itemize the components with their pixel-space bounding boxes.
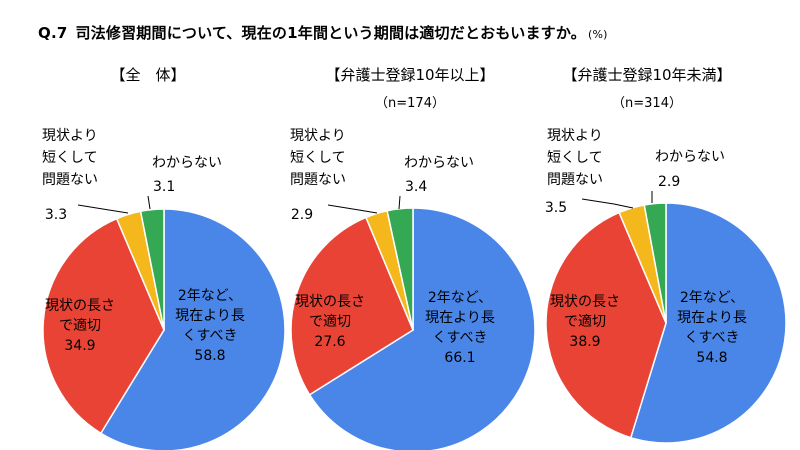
- slice-label-longer: 2年など、現在より長くすべき 58.8: [175, 288, 245, 364]
- slice-value-shorter: 3.3: [45, 207, 67, 223]
- slice-value-unknown: 2.9: [658, 174, 680, 190]
- chart-title: 【弁護士登録10年以上】: [325, 66, 494, 84]
- question-number: Q.7: [38, 24, 68, 42]
- pie-slice-1: [629, 202, 787, 444]
- slice-label-appropriate: 現状の長さで適切 34.9: [45, 298, 115, 354]
- pie-slice-2: [545, 211, 667, 439]
- unit-label: (%): [587, 28, 608, 41]
- leader-line-shorter: [327, 204, 378, 214]
- pie-slice-4: [386, 207, 414, 331]
- slice-value-shorter: 2.9: [291, 207, 313, 223]
- pie-slice-2: [42, 217, 165, 435]
- question-title: Q.7 司法修習期間について、現在の1年間という期間は適切だとおもいますか。 (%): [38, 22, 608, 43]
- pie-slice-1: [99, 208, 286, 450]
- slice-value-shorter: 3.5: [545, 200, 567, 216]
- pie-slice-4: [139, 208, 165, 331]
- leader-line-unknown: [398, 195, 401, 210]
- pie-slice-2: [290, 216, 414, 396]
- slice-label-shorter: 現状より短くして問題ない: [42, 128, 98, 188]
- slice-value-unknown: 3.4: [405, 179, 427, 195]
- leader-line-shorter: [581, 198, 634, 209]
- slice-label-longer: 2年など、現在より長くすべき 54.8: [677, 290, 747, 366]
- pie-panel-1: 【全 体】 2年など、現在より長くすべき 58.8 現状の長さで適切 34.9 現状より短…: [42, 66, 286, 450]
- pie-slice-1: [308, 207, 536, 450]
- chart-subtitle: （n=174）: [375, 96, 445, 111]
- pie-panel-3: 【弁護士登録10年未満】 （n=314） 2年など、現在より長くすべき 54.8 現状の…: [545, 66, 787, 444]
- slice-label-shorter: 現状より短くして問題ない: [290, 128, 346, 188]
- slice-label-appropriate: 現状の長さで適切 27.6: [295, 294, 365, 350]
- slice-label-shorter: 現状より短くして問題ない: [547, 128, 603, 188]
- leader-line-shorter: [77, 204, 129, 214]
- slice-label-unknown: わからない: [152, 155, 222, 171]
- slice-label-unknown: わからない: [404, 155, 474, 171]
- slice-label-unknown: わからない: [655, 149, 725, 165]
- pie-panel-2: 【弁護士登録10年以上】 （n=174） 2年など、現在より長くすべき 66.1 現状の…: [290, 66, 536, 450]
- chart-subtitle: （n=314）: [612, 96, 682, 111]
- chart-title: 【弁護士登録10年未満】: [562, 66, 731, 84]
- pie-slice-4: [643, 202, 667, 324]
- question-text: 司法修習期間について、現在の1年間という期間は適切だとおもいますか。: [75, 24, 586, 42]
- slice-value-unknown: 3.1: [153, 179, 175, 195]
- slice-label-appropriate: 現状の長さで適切 38.9: [550, 294, 620, 350]
- leader-line-unknown: [147, 195, 151, 210]
- chart-title: 【全 体】: [110, 66, 185, 84]
- slice-label-longer: 2年など、現在より長くすべき 66.1: [425, 290, 495, 366]
